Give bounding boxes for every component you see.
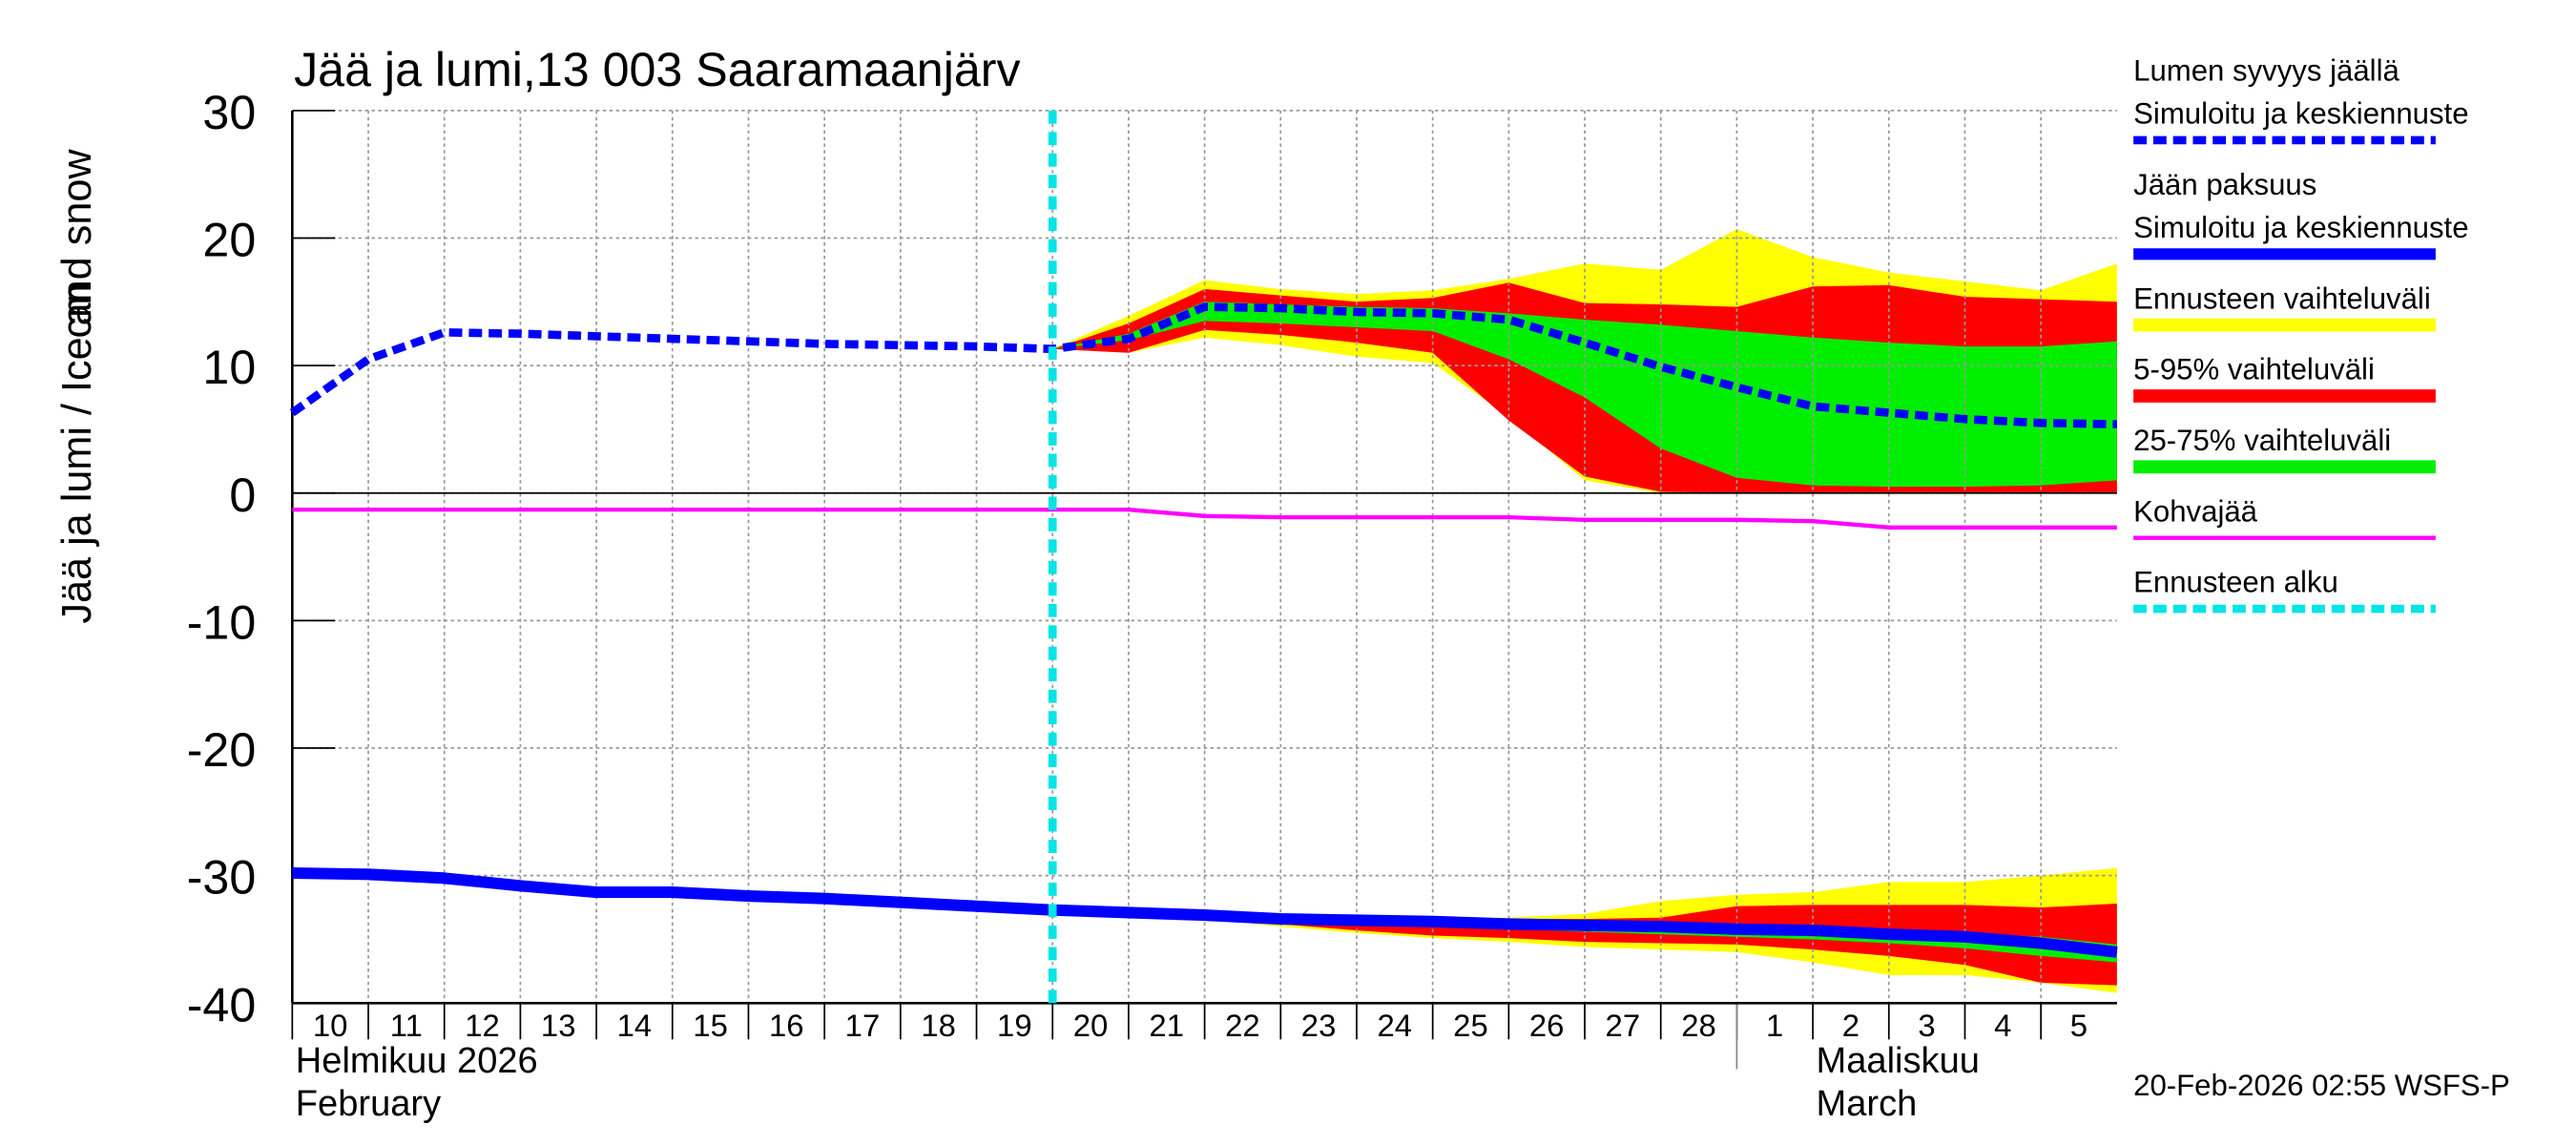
y-tick-label: -10 [187,595,257,649]
x-tick-label: 12 [465,1008,500,1043]
x-tick-label: 13 [541,1008,576,1043]
month-label: Helmikuu 2026 [296,1041,538,1081]
x-tick-label: 26 [1529,1008,1565,1043]
month-label: Maaliskuu [1817,1041,1980,1081]
month-label: March [1817,1084,1918,1124]
legend-label: Simuloitu ja keskiennuste [2133,97,2468,131]
x-tick-label: 16 [769,1008,804,1043]
footer: 20-Feb-2026 02:55 WSFS-P [2133,1069,2510,1102]
month-label: February [296,1084,441,1124]
band-area [1052,302,2117,488]
legend-label: 5-95% vaihteluväli [2133,353,2375,386]
y-tick-label: 0 [229,468,256,522]
legend-label: Simuloitu ja keskiennuste [2133,211,2468,244]
x-tick-label: 17 [845,1008,881,1043]
x-tick-label: 10 [313,1008,348,1043]
series-line [292,507,2117,530]
y-tick-label: 30 [202,86,256,139]
x-tick-label: 18 [921,1008,956,1043]
y-tick-label: 20 [202,214,256,267]
y-axis-unit: cm [54,283,100,339]
x-tick-label: 21 [1149,1008,1184,1043]
legend-label: Jään paksuus [2133,168,2316,201]
x-tick-label: 15 [693,1008,728,1043]
y-tick-label: -40 [187,978,257,1031]
x-tick-label: 24 [1377,1008,1412,1043]
x-tick-label: 25 [1453,1008,1488,1043]
x-tick-label: 20 [1073,1008,1109,1043]
x-tick-label: 23 [1301,1008,1337,1043]
series-line [289,302,2117,428]
x-tick-label: 19 [997,1008,1032,1043]
x-tick-label: 2 [1842,1008,1859,1043]
x-tick-label: 14 [617,1008,653,1043]
legend-label: Ennusteen vaihteluväli [2133,281,2431,315]
legend-label: Ennusteen alku [2133,566,2338,599]
legend-label: 25-75% vaihteluväli [2133,424,2391,457]
x-tick-label: 1 [1766,1008,1783,1043]
legend-label: Kohvajää [2133,494,2258,528]
series-line [292,866,2118,958]
x-tick-label: 27 [1606,1008,1641,1043]
y-tick-label: 10 [202,341,256,394]
x-tick-label: 22 [1225,1008,1260,1043]
legend-label: Lumen syvyys jäällä [2133,54,2399,88]
y-axis-label: Jää ja lumi / Ice and snow [54,149,100,624]
y-tick-label: -30 [187,851,257,905]
x-tick-label: 28 [1681,1008,1716,1043]
x-tick-label: 5 [2070,1008,2088,1043]
x-tick-label: 11 [390,1008,423,1043]
chart-title: Jää ja lumi,13 003 Saaramaanjärv [294,43,1021,96]
x-tick-label: 3 [1918,1008,1935,1043]
x-tick-label: 4 [1994,1008,2011,1043]
y-tick-label: -20 [187,723,257,777]
